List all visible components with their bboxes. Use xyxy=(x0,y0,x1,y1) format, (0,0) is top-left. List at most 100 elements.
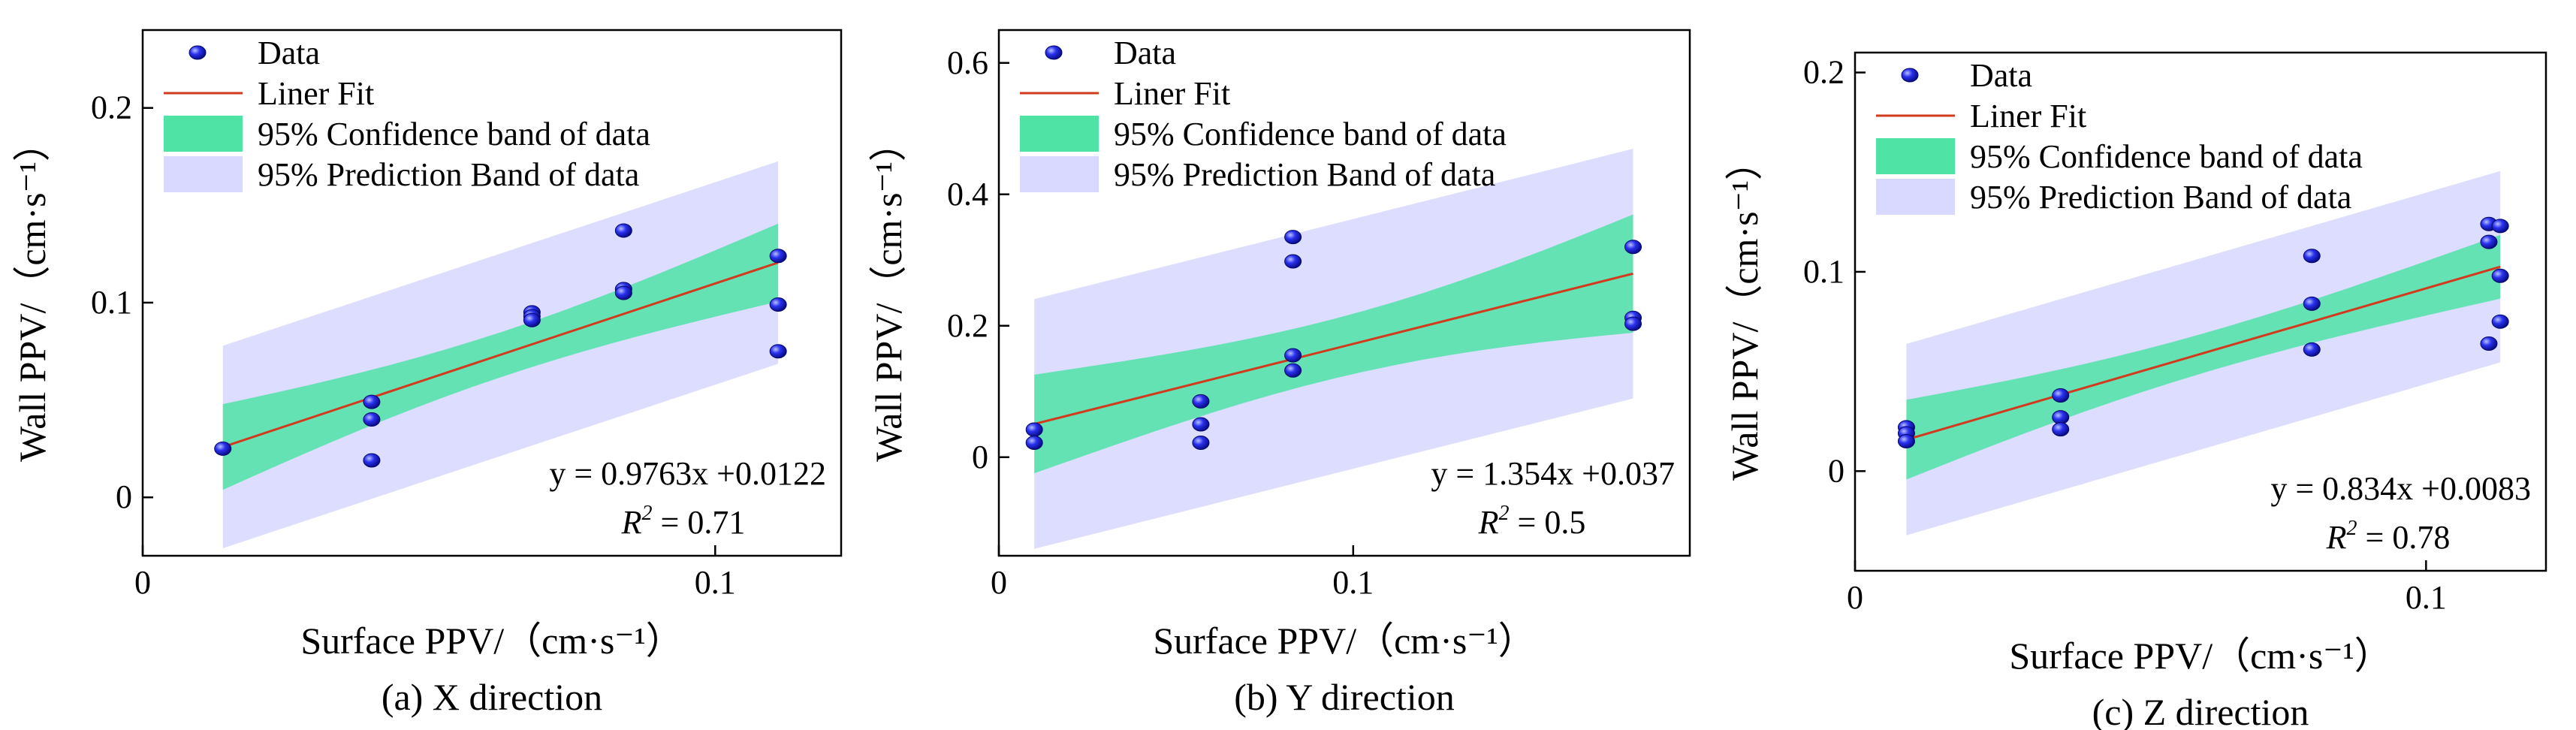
axes-frame xyxy=(1854,51,2547,572)
data-point xyxy=(1624,316,1642,331)
data-point xyxy=(1192,417,1210,432)
r-squared-superscript: 2 xyxy=(2347,517,2357,540)
chart-panel-3: 0 0.1 0.2 0 0.1 Surface PPV/（cm·s⁻¹） Wall PPV/… xyxy=(1724,51,2547,730)
legend-confidence-label: 95% Confidence band of data xyxy=(258,116,650,152)
y-tick-label: 0.2 xyxy=(947,307,988,344)
data-point xyxy=(2052,410,2070,425)
data-point xyxy=(769,297,787,312)
r-squared-symbol: R xyxy=(621,504,642,541)
y-tick-label: 0.6 xyxy=(947,44,988,81)
data-point xyxy=(2052,422,2070,437)
y-axis-label: Wall PPV/（cm·s⁻¹） xyxy=(1724,143,1766,481)
axes-frame xyxy=(141,29,843,557)
fit-line xyxy=(222,261,779,448)
data-point xyxy=(1025,436,1043,450)
data-point xyxy=(363,394,381,409)
chart-panel-2: 0 0.2 0.4 0.6 0 0.1 Surface PPV/（cm·s⁻¹） Wall P… xyxy=(867,29,1691,718)
data-point xyxy=(1897,434,1915,448)
y-tick-label: 0.2 xyxy=(91,89,132,126)
data-point xyxy=(2303,249,2321,264)
r-squared-symbol: R xyxy=(2326,519,2347,556)
r-squared-value: = 0.5 xyxy=(1510,504,1586,541)
x-tick-label: 0 xyxy=(134,564,151,601)
data-point xyxy=(214,441,232,456)
y-tick-label: 0 xyxy=(972,439,988,475)
legend-confidence-label: 95% Confidence band of data xyxy=(1970,138,2363,175)
legend-fit-label: Liner Fit xyxy=(1114,75,1230,112)
legend-prediction-icon xyxy=(164,156,243,192)
legend: Data Liner Fit 95% Confidence band of data… xyxy=(164,35,650,193)
confidence-band xyxy=(1034,214,1633,474)
r-squared: R2 = 0.71 xyxy=(621,502,746,541)
r-squared-superscript: 2 xyxy=(1499,502,1510,525)
fit-equation: y = 0.9763x +0.0122 xyxy=(549,455,826,492)
data-point xyxy=(1624,240,1642,255)
x-tick-label: 0 xyxy=(991,564,1007,601)
y-tick-label: 0.4 xyxy=(947,176,988,213)
data-point xyxy=(2491,268,2509,283)
data-point xyxy=(1284,230,1302,245)
data-point xyxy=(1284,348,1302,363)
data-point xyxy=(1192,436,1210,450)
panel-caption: (c) Z direction xyxy=(2092,691,2309,730)
legend-prediction-label: 95% Prediction Band of data xyxy=(1114,156,1495,193)
data-point xyxy=(614,223,632,238)
data-point xyxy=(523,312,541,327)
data-point xyxy=(769,344,787,359)
legend-data-label: Data xyxy=(1970,57,2032,94)
legend: Data Liner Fit 95% Confidence band of data… xyxy=(1020,35,1507,193)
legend-confidence-icon xyxy=(164,116,243,152)
r-squared-symbol: R xyxy=(1478,504,1499,541)
data-point xyxy=(1284,254,1302,269)
y-tick-label: 0.1 xyxy=(91,284,132,321)
y-tick-label: 0.1 xyxy=(1803,253,1845,290)
data-point xyxy=(2303,296,2321,311)
x-axis-label: Surface PPV/（cm·s⁻¹） xyxy=(2009,635,2391,677)
data-point xyxy=(769,249,787,264)
legend-confidence-icon xyxy=(1020,116,1099,152)
x-axis-label: Surface PPV/（cm·s⁻¹） xyxy=(300,620,683,662)
legend-prediction-icon xyxy=(1020,156,1099,192)
legend-prediction-icon xyxy=(1876,179,1955,215)
data-point xyxy=(363,453,381,468)
legend-data-label: Data xyxy=(1114,35,1176,71)
fit-line xyxy=(1906,265,2501,441)
r-squared: R2 = 0.5 xyxy=(1478,502,1586,541)
legend-point-icon xyxy=(1901,68,1919,83)
plot-area xyxy=(214,161,787,548)
legend-fit-label: Liner Fit xyxy=(258,75,374,112)
y-axis-label: Wall PPV/（cm·s⁻¹） xyxy=(867,124,909,462)
legend-confidence-icon xyxy=(1876,138,1955,174)
y-axis-label: Wall PPV/（cm·s⁻¹） xyxy=(11,124,53,462)
data-point xyxy=(1192,394,1210,409)
panel-caption: (a) X direction xyxy=(382,676,602,718)
fit-equation: y = 1.354x +0.037 xyxy=(1431,455,1675,492)
panel-caption: (b) Y direction xyxy=(1234,676,1454,718)
legend-prediction-label: 95% Prediction Band of data xyxy=(1970,179,2351,216)
legend-confidence-label: 95% Confidence band of data xyxy=(1114,116,1507,152)
data-point xyxy=(614,285,632,300)
legend-prediction-label: 95% Prediction Band of data xyxy=(258,156,639,193)
data-point xyxy=(2491,219,2509,234)
y-tick-label: 0.2 xyxy=(1803,54,1845,91)
legend-point-icon xyxy=(1045,45,1063,60)
x-tick-label: 0.1 xyxy=(1332,564,1374,601)
data-point xyxy=(2480,336,2498,351)
plot-area xyxy=(1897,170,2509,535)
data-point xyxy=(1284,363,1302,378)
fit-line xyxy=(1033,272,1633,425)
chart-panel-1: 0 0.1 0.2 0 0.1 Surface PPV/（cm·s⁻¹） Wall PPV/… xyxy=(11,29,843,718)
x-tick-label: 0.1 xyxy=(2406,579,2447,616)
data-point xyxy=(1025,422,1043,437)
r-squared: R2 = 0.78 xyxy=(2326,517,2451,556)
plot-area xyxy=(1025,149,1642,549)
legend-fit-label: Liner Fit xyxy=(1970,98,2086,134)
legend-data-label: Data xyxy=(258,35,320,71)
r-squared-value: = 0.78 xyxy=(2357,519,2451,556)
legend: Data Liner Fit 95% Confidence band of data… xyxy=(1876,57,2363,216)
fit-equation: y = 0.834x +0.0083 xyxy=(2270,470,2531,507)
legend-point-icon xyxy=(189,45,207,60)
y-tick-label: 0 xyxy=(116,478,132,515)
data-point xyxy=(363,412,381,427)
